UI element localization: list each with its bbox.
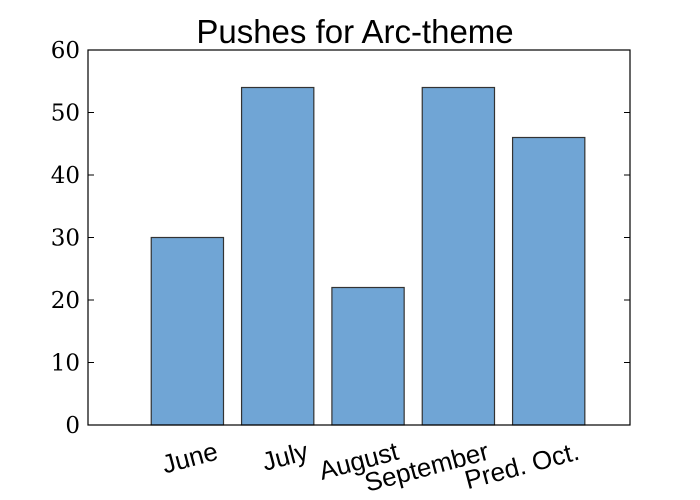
plot-area-frame — [87, 49, 631, 426]
y-axis: 0 10 20 30 40 50 60 — [51, 38, 630, 439]
x-tick-label: July — [259, 436, 311, 477]
y-tick-label: 10 — [51, 351, 80, 377]
y-tick-label: 50 — [51, 101, 80, 127]
bar-july — [240, 86, 315, 426]
chart-title: Pushes for Arc-theme — [196, 13, 513, 50]
bar-august — [331, 286, 405, 426]
bar-june — [150, 236, 225, 426]
bar-series — [150, 86, 586, 426]
y-tick-label: 20 — [51, 288, 80, 314]
y-tick-label: 0 — [65, 413, 80, 439]
x-tick-label: June — [159, 436, 221, 480]
y-tick-label: 30 — [51, 226, 80, 252]
y-tick-label: 60 — [51, 38, 80, 64]
bar-september — [421, 86, 496, 426]
bar-pred-oct — [511, 136, 586, 426]
y-tick-label: 40 — [51, 163, 80, 189]
